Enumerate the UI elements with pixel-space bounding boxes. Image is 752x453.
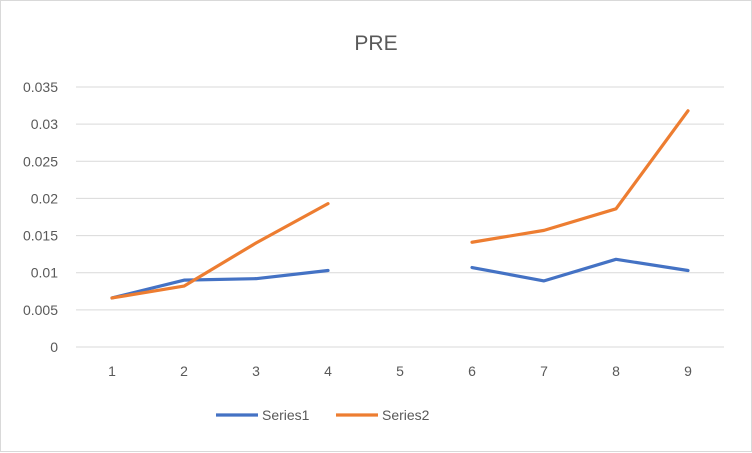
x-tick-label: 7 <box>540 363 548 379</box>
y-tick-label: 0.01 <box>31 265 58 281</box>
series-line-segment <box>472 111 688 242</box>
x-tick-label: 9 <box>684 363 692 379</box>
y-tick-label: 0.005 <box>23 302 58 318</box>
x-tick-label: 5 <box>396 363 404 379</box>
legend-item-series1: Series1 <box>216 407 310 423</box>
series-lines <box>112 111 688 298</box>
chart-title: PRE <box>354 32 397 55</box>
x-tick-label: 3 <box>252 363 260 379</box>
y-tick-label: 0.015 <box>23 228 58 244</box>
y-tick-label: 0.02 <box>31 190 58 206</box>
x-tick-label: 1 <box>108 363 116 379</box>
y-tick-label: 0.03 <box>31 116 58 132</box>
legend-item-series2: Series2 <box>336 407 430 423</box>
x-axis-ticks: 1 2 3 4 5 6 7 8 9 <box>108 363 692 379</box>
x-tick-label: 6 <box>468 363 476 379</box>
legend: Series1 Series2 <box>216 407 430 423</box>
series-2 <box>112 111 688 298</box>
y-tick-label: 0.035 <box>23 79 58 95</box>
x-tick-label: 2 <box>180 363 188 379</box>
y-tick-label: 0.025 <box>23 153 58 169</box>
series-line-segment <box>472 259 688 281</box>
x-tick-label: 8 <box>612 363 620 379</box>
y-tick-label: 0 <box>50 339 58 355</box>
y-axis-ticks: 0 0.005 0.01 0.015 0.02 0.025 0.03 0.035 <box>23 79 58 355</box>
legend-label: Series2 <box>382 407 430 423</box>
gridlines <box>76 87 724 347</box>
legend-label: Series1 <box>262 407 310 423</box>
series-line-segment <box>112 204 328 298</box>
x-tick-label: 4 <box>324 363 332 379</box>
